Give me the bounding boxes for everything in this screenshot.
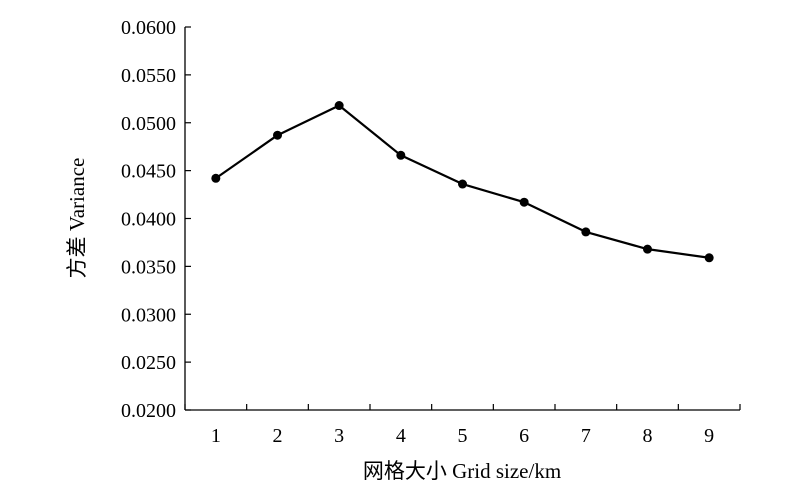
- y-axis-title: 方差 Variance: [65, 158, 89, 279]
- x-axis-title: 网格大小 Grid size/km: [363, 459, 561, 483]
- y-tick-label: 0.0400: [121, 209, 176, 231]
- axes: [184, 27, 740, 411]
- x-tick-label: 8: [643, 425, 653, 447]
- data-point: [273, 130, 282, 140]
- x-ticks: 1 2 3 4 5 6 7 8 9: [184, 404, 741, 447]
- x-tick-label: 5: [458, 425, 468, 447]
- y-tick-label: 0.0500: [121, 113, 176, 135]
- x-tick-label: 3: [334, 425, 344, 447]
- y-tick-label: 0.0250: [121, 352, 176, 374]
- y-tick-label: 0.0200: [121, 400, 176, 422]
- x-tick-label: 4: [396, 425, 406, 447]
- data-point: [211, 173, 221, 183]
- y-tick-label: 0.0350: [121, 256, 176, 278]
- y-tick-label: 0.0300: [121, 304, 176, 326]
- x-tick-label: 7: [581, 425, 591, 447]
- data-point: [334, 101, 344, 111]
- x-tick-label: 6: [519, 425, 529, 447]
- data-point: [704, 253, 714, 263]
- data-point: [519, 197, 529, 207]
- x-tick-label: 1: [211, 425, 221, 447]
- y-tick-label: 0.0600: [121, 17, 176, 39]
- y-ticks: 0.0200 0.0250 0.0300 0.0350 0.0400 0.0450 0.05…: [121, 17, 191, 422]
- x-tick-label: 9: [704, 425, 714, 447]
- data-point: [643, 244, 652, 254]
- y-tick-label: 0.0550: [121, 65, 176, 87]
- data-point: [396, 150, 406, 160]
- y-tick-label: 0.0450: [121, 161, 176, 183]
- series-group: [211, 101, 714, 263]
- data-point: [458, 179, 467, 189]
- data-point: [581, 227, 591, 237]
- x-tick-label: 2: [273, 425, 283, 447]
